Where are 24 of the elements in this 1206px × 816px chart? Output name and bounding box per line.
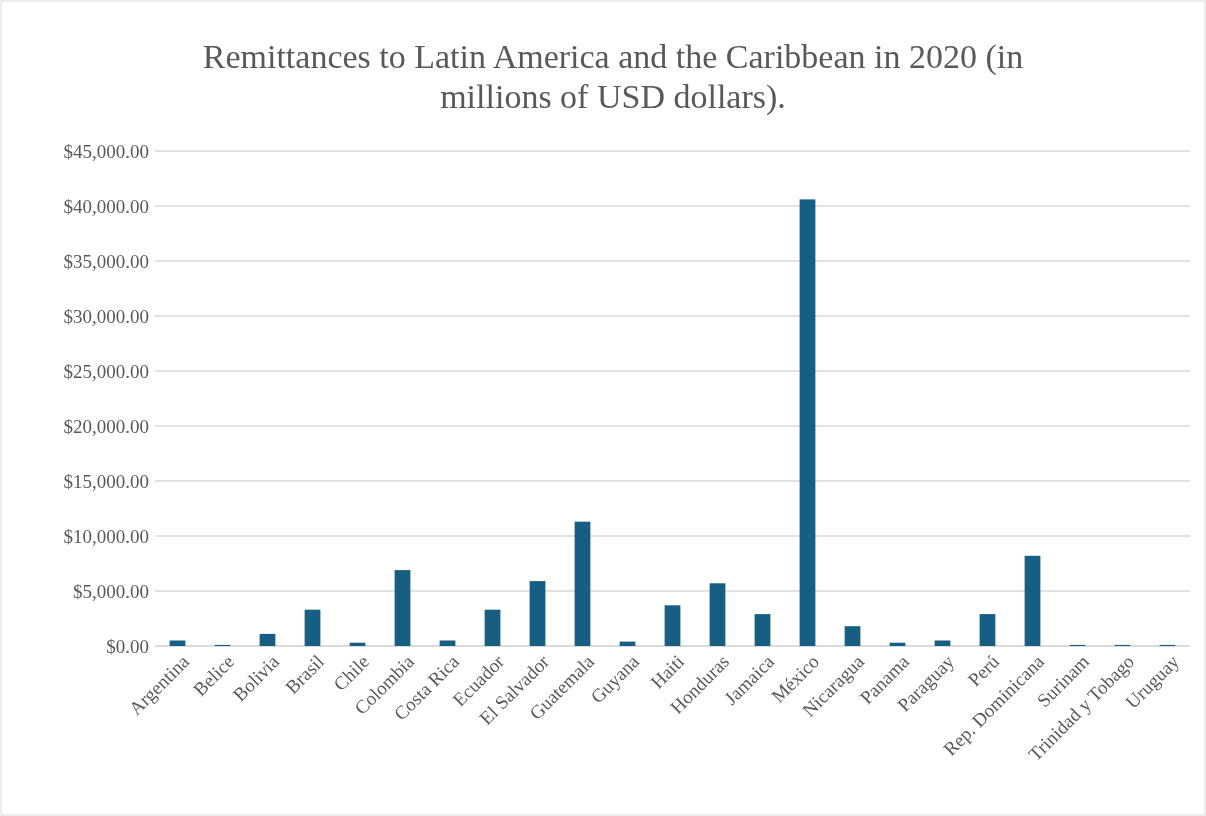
y-tick-label: $20,000.00 (63, 415, 149, 437)
y-tick-label: $10,000.00 (63, 525, 149, 547)
y-tick-label: $45,000.00 (63, 140, 149, 162)
bar (259, 633, 276, 646)
y-tick-label: $15,000.00 (63, 470, 149, 492)
y-tick-label: $5,000.00 (73, 580, 149, 602)
y-tick-label: $0.00 (106, 635, 149, 657)
y-tick-label: $35,000.00 (63, 250, 149, 272)
y-tick-label: $25,000.00 (63, 360, 149, 382)
bar (304, 609, 321, 646)
bar (799, 199, 816, 646)
bar (754, 614, 771, 646)
bar (394, 570, 411, 646)
bar (844, 626, 861, 646)
bar (664, 605, 681, 646)
bar (709, 583, 726, 646)
bar (979, 614, 996, 646)
chart-title: Remittances to Latin America and the Caribbean in 2020 (in millions of USD dollars). (202, 38, 1024, 116)
bar (1024, 555, 1041, 646)
y-tick-label: $30,000.00 (63, 305, 149, 327)
y-tick-label: $40,000.00 (63, 195, 149, 217)
bar (529, 581, 546, 646)
bar (484, 609, 501, 646)
bar (574, 521, 591, 646)
